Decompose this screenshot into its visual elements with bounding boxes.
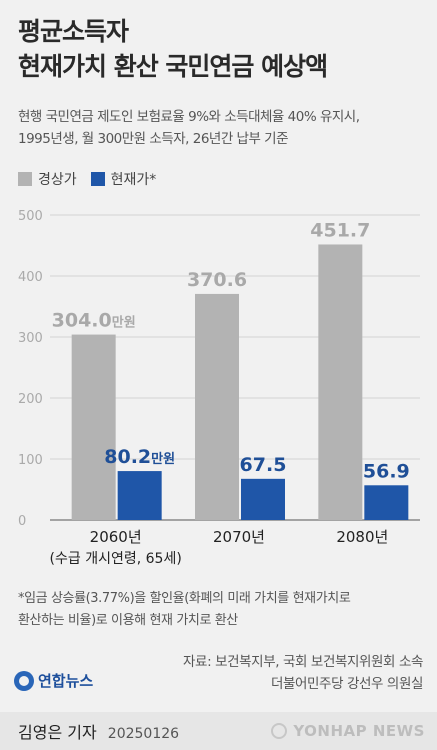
agency-logo-icon — [14, 670, 34, 691]
footnote-line-2: 환산하는 비율)로 이용해 현재 가치로 환산 — [18, 613, 238, 628]
bar-nominal-0 — [71, 334, 116, 520]
byline-date: 20250126 — [107, 726, 180, 742]
watermark: YONHAP NEWS — [271, 722, 425, 740]
data-label-present-1: 67.5 — [240, 454, 287, 476]
legend-label-present: 현재가* — [110, 172, 157, 188]
chart-subtitle: 현행 국민연금 제도인 보험료율 9%와 소득대체율 40% 유지시, 1995… — [18, 106, 360, 150]
footnote-line-1: *임금 상승률(3.77%)을 할인율(화폐의 미래 가치를 현재가치로 — [18, 591, 351, 606]
agency-logo-text: 연합뉴스 — [38, 672, 94, 690]
title-line-2: 현재가치 환산 국민연금 예상액 — [18, 52, 328, 81]
agency-logo: 연합뉴스 — [14, 670, 93, 691]
y-tick-label: 200 — [18, 392, 43, 407]
data-label-nominal-0: 304.0만원 — [52, 310, 136, 332]
legend-item-present: 현재가* — [90, 169, 157, 189]
legend-swatch-present — [90, 172, 105, 186]
source-line-1: 자료: 보건복지부, 국회 보건복지위원회 소속 — [183, 654, 423, 670]
bar-present-0 — [117, 471, 162, 520]
y-tick-label: 300 — [18, 331, 43, 346]
y-tick-label: 0 — [18, 514, 26, 529]
y-tick-label: 100 — [18, 453, 43, 468]
bar-present-2 — [364, 485, 409, 520]
x-tick-label: 2060년 — [90, 528, 142, 546]
bar-nominal-1 — [195, 293, 239, 520]
y-tick-label: 500 — [18, 209, 43, 224]
data-label-present-0: 80.2만원 — [104, 446, 175, 468]
bar-chart: 0 100 200 300 400 500 304.0만원 80.2만원 2060년 (수급 개시… — [18, 209, 420, 567]
source-line-2: 더불어민주당 강선우 의원실 — [270, 676, 423, 692]
data-label-present-2: 56.9 — [363, 460, 410, 482]
data-label-nominal-1: 370.6 — [187, 269, 247, 291]
footnote: *임금 상승률(3.77%)을 할인율(화폐의 미래 가치를 현재가치로 환산하… — [18, 588, 351, 632]
bar-nominal-2 — [318, 244, 363, 520]
footer-bar: 김영은 기자 20250126 YONHAP NEWS — [0, 712, 437, 750]
legend-label-nominal: 경상가 — [38, 172, 77, 188]
source-note: 자료: 보건복지부, 국회 보건복지위원회 소속 더불어민주당 강선우 의원실 — [183, 651, 423, 695]
legend-item-nominal: 경상가 — [18, 169, 77, 189]
data-label-nominal-2: 451.7 — [310, 219, 370, 241]
bar-present-1 — [241, 478, 285, 520]
x-tick-label: 2080년 — [336, 528, 388, 546]
watermark-text: YONHAP NEWS — [293, 722, 425, 740]
legend: 경상가 현재가* — [18, 169, 170, 189]
watermark-icon — [271, 723, 288, 739]
legend-swatch-nominal — [18, 172, 32, 186]
byline-author: 김영은 기자 — [18, 723, 97, 742]
subtitle-line-1: 현행 국민연금 제도인 보험료율 9%와 소득대체율 40% 유지시, — [18, 109, 360, 125]
subtitle-line-2: 1995년생, 월 300만원 소득자, 26년간 납부 기준 — [18, 131, 289, 147]
x-tick-sublabel: (수급 개시연령, 65세) — [50, 551, 182, 567]
title-line-1: 평균소득자 — [18, 17, 129, 46]
x-tick-label: 2070년 — [213, 528, 265, 546]
byline: 김영은 기자 20250126 — [18, 719, 179, 743]
chart-title: 평균소득자 현재가치 환산 국민연금 예상액 — [18, 14, 328, 84]
y-tick-label: 400 — [18, 270, 43, 285]
